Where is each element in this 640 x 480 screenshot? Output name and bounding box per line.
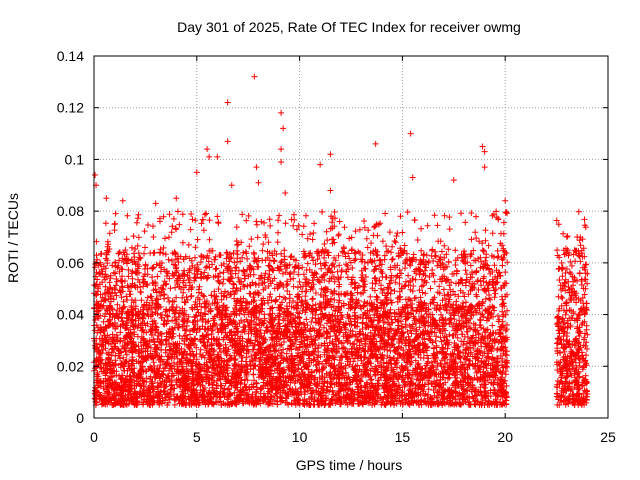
- x-tick-label: 5: [193, 429, 201, 445]
- y-axis-label: ROTI / TECUs: [5, 193, 21, 283]
- x-tick-label: 25: [600, 429, 616, 445]
- roti-outlier-point: [214, 153, 221, 160]
- roti-outlier-point: [92, 171, 99, 178]
- y-tick-label: 0.14: [57, 48, 84, 64]
- roti-outlier-point: [173, 195, 180, 202]
- roti-outlier-point: [103, 195, 110, 202]
- roti-outlier-point: [372, 140, 379, 147]
- y-tick-label: 0: [76, 410, 84, 426]
- roti-outlier-point: [278, 159, 285, 166]
- roti-outlier-point: [481, 164, 488, 171]
- x-tick-label: 10: [292, 429, 308, 445]
- grid-lines: [94, 56, 608, 418]
- x-tick-label: 15: [395, 429, 411, 445]
- roti-outlier-point: [327, 151, 334, 158]
- roti-outlier-point: [119, 197, 126, 204]
- roti-outlier-point: [407, 130, 414, 137]
- roti-outlier-point: [317, 161, 324, 168]
- roti-outlier-point: [409, 174, 416, 181]
- roti-outlier-point: [479, 143, 486, 150]
- roti-outlier-point: [193, 169, 200, 176]
- chart-title: Day 301 of 2025, Rate Of TEC Index for r…: [177, 19, 521, 35]
- x-tick-label: 0: [90, 429, 98, 445]
- y-tick-label: 0.06: [57, 255, 84, 271]
- roti-outlier-point: [255, 179, 262, 186]
- roti-point-cloud: [91, 208, 591, 409]
- roti-outlier-point: [327, 187, 334, 194]
- roti-outlier-point: [253, 164, 260, 171]
- y-tick-label: 0.08: [57, 203, 84, 219]
- roti-outlier-point: [204, 146, 211, 153]
- axis-ticks: [93, 55, 609, 419]
- roti-outlier-point: [450, 177, 457, 184]
- x-tick-label: 20: [497, 429, 513, 445]
- y-tick-label: 0.12: [57, 100, 84, 116]
- data-points: [91, 73, 591, 409]
- roti-outlier-point: [280, 125, 287, 132]
- y-tick-label: 0.02: [57, 358, 84, 374]
- plot-frame: [93, 55, 609, 419]
- roti-outlier-point: [481, 148, 488, 155]
- roti-outlier-point: [224, 138, 231, 145]
- y-tick-label: 0.04: [57, 307, 84, 323]
- roti-outlier-point: [251, 73, 258, 80]
- roti-outlier-point: [278, 109, 285, 116]
- roti-outlier-point: [574, 234, 581, 240]
- x-axis-label: GPS time / hours: [296, 457, 403, 473]
- roti-outlier-point: [152, 200, 159, 207]
- roti-outlier-point: [224, 99, 231, 106]
- y-tick-label: 0.1: [65, 151, 85, 167]
- roti-outlier-point: [228, 182, 235, 189]
- roti-outlier-point: [282, 190, 289, 197]
- roti-outlier-point: [206, 153, 213, 160]
- roti-outlier-point: [278, 146, 285, 153]
- roti-outlier-point: [563, 234, 570, 240]
- axis-tick-labels: 0 5 10 15 20 25 0 0.02 0.04 0.06 0.08 0.1 0.12 0.14: [57, 48, 616, 445]
- roti-outlier-point: [502, 197, 509, 204]
